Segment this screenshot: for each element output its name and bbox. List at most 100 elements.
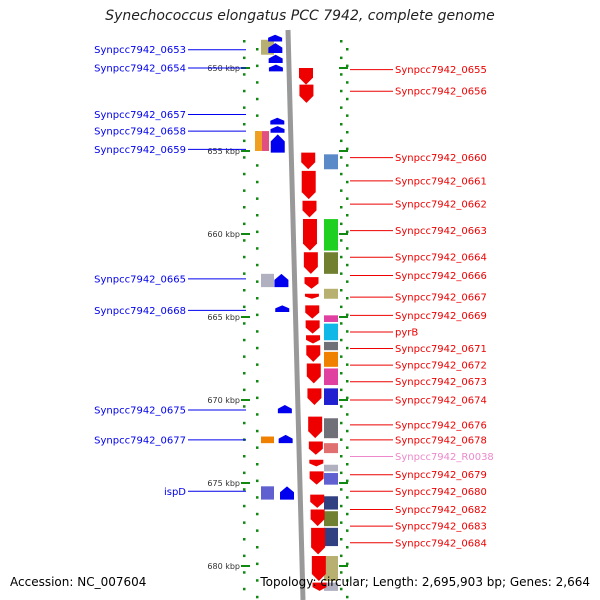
grid-dots bbox=[243, 40, 349, 599]
guide-dot bbox=[340, 56, 343, 60]
guide-dot bbox=[256, 512, 259, 516]
guide-dot bbox=[256, 363, 259, 366]
right-gene-label: Synpcc7942_0660 bbox=[395, 153, 487, 164]
right-gene-label: Synpcc7942_0671 bbox=[395, 344, 487, 355]
product-box bbox=[255, 131, 262, 151]
guide-dot bbox=[340, 355, 343, 358]
forward-gene-arrow bbox=[309, 471, 324, 485]
guide-dot bbox=[243, 538, 246, 541]
guide-dot bbox=[256, 114, 259, 117]
guide-dot bbox=[340, 538, 343, 541]
guide-dot bbox=[243, 355, 246, 358]
kbp-tick-label: 660 kbp bbox=[207, 230, 240, 239]
guide-dot bbox=[340, 488, 343, 491]
right-gene-label: Synpcc7942_0661 bbox=[395, 176, 487, 187]
product-box bbox=[324, 368, 338, 386]
guide-dot bbox=[243, 123, 246, 126]
guide-dot bbox=[243, 222, 246, 226]
guide-dot bbox=[346, 247, 349, 250]
guide-dot bbox=[243, 405, 246, 408]
guide-dot bbox=[256, 197, 259, 200]
guide-dot bbox=[243, 421, 246, 425]
guide-dot bbox=[346, 380, 349, 383]
guide-dot bbox=[256, 330, 259, 333]
left-gene-label: Synpcc7942_0659 bbox=[94, 145, 186, 156]
kbp-tick-label: 675 kbp bbox=[207, 479, 240, 488]
guide-dot bbox=[256, 429, 259, 433]
guide-dot bbox=[340, 521, 343, 524]
guide-dot bbox=[243, 189, 246, 192]
kbp-tick-label: 670 kbp bbox=[207, 396, 240, 405]
guide-dot bbox=[340, 40, 343, 43]
forward-gene-arrow bbox=[307, 388, 322, 405]
guide-dot bbox=[256, 214, 259, 217]
product-box bbox=[324, 418, 338, 439]
left-gene-label: Synpcc7942_0653 bbox=[94, 45, 186, 56]
guide-dot bbox=[256, 164, 259, 167]
guide-dot bbox=[340, 189, 343, 192]
guide-dot bbox=[346, 396, 349, 400]
right-gene-label: Synpcc7942_0667 bbox=[395, 293, 487, 304]
forward-gene-arrow bbox=[306, 363, 321, 384]
right-gene-label: Synpcc7942_0666 bbox=[395, 271, 487, 282]
product-box bbox=[261, 273, 274, 288]
reverse-gene-arrow bbox=[268, 34, 283, 42]
product-box bbox=[324, 388, 338, 405]
reverse-gene-arrow bbox=[270, 117, 285, 125]
guide-dot bbox=[256, 562, 259, 566]
guide-dot bbox=[346, 230, 349, 234]
product-box bbox=[261, 486, 274, 500]
guide-dot bbox=[256, 64, 259, 68]
product-box bbox=[324, 154, 338, 170]
product-box bbox=[324, 582, 338, 591]
product-box bbox=[324, 556, 338, 581]
right-gene-label: Synpcc7942_0674 bbox=[395, 396, 487, 407]
guide-dot bbox=[340, 305, 343, 309]
guide-dot bbox=[340, 554, 343, 558]
right-gene-label: Synpcc7942_0656 bbox=[395, 87, 487, 98]
accession-text: Accession: NC_007604 bbox=[10, 575, 147, 589]
product-box bbox=[262, 131, 269, 151]
guide-dot bbox=[243, 554, 246, 558]
guide-dot bbox=[243, 156, 246, 159]
guide-dot bbox=[256, 81, 259, 84]
guide-dot bbox=[346, 546, 349, 549]
guide-dot bbox=[340, 172, 343, 176]
guide-dot bbox=[340, 73, 343, 76]
forward-gene-arrow bbox=[303, 252, 318, 274]
guide-dot bbox=[346, 496, 349, 499]
guide-dot bbox=[256, 579, 259, 582]
forward-gene-arrow bbox=[304, 277, 319, 289]
right-gene-label: Synpcc7942_R0038 bbox=[395, 452, 494, 463]
guide-dot bbox=[340, 438, 343, 441]
guide-dot bbox=[340, 322, 343, 325]
guide-dot bbox=[243, 521, 246, 524]
right-gene-label: Synpcc7942_0672 bbox=[395, 361, 487, 372]
guide-dot bbox=[346, 562, 349, 566]
product-box bbox=[324, 252, 338, 274]
guide-dot bbox=[256, 463, 259, 466]
guide-dot bbox=[340, 123, 343, 126]
kbp-tick-label: 680 kbp bbox=[207, 562, 240, 571]
guide-dot bbox=[243, 571, 246, 574]
forward-gene-arrow bbox=[301, 170, 316, 200]
guide-dot bbox=[256, 546, 259, 549]
left-gene-label: Synpcc7942_0658 bbox=[94, 127, 186, 138]
guide-dot bbox=[346, 330, 349, 333]
reverse-gene-arrow bbox=[280, 486, 295, 500]
reverse-gene-arrow bbox=[270, 134, 285, 153]
guide-dot bbox=[340, 206, 343, 209]
guide-dot bbox=[346, 180, 349, 184]
forward-gene-arrow bbox=[311, 527, 326, 555]
guide-dot bbox=[243, 388, 246, 392]
product-box bbox=[324, 527, 338, 547]
right-gene-label: Synpcc7942_0673 bbox=[395, 377, 487, 388]
guide-dot bbox=[340, 504, 343, 508]
right-gene-label: Synpcc7942_0683 bbox=[395, 522, 487, 533]
product-box bbox=[324, 496, 338, 510]
right-gene-label: Synpcc7942_0678 bbox=[395, 435, 487, 446]
right-gene-label: Synpcc7942_0664 bbox=[395, 253, 487, 264]
left-gene-label: ispD bbox=[164, 487, 186, 498]
guide-dot bbox=[256, 413, 259, 416]
